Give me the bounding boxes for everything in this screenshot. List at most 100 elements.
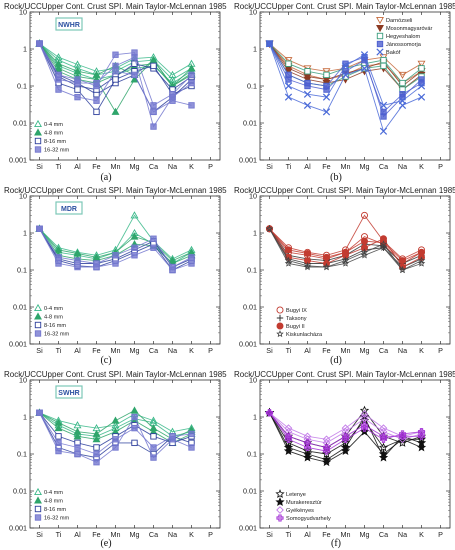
x-tick-label: Fe bbox=[92, 346, 100, 355]
series-d-5 bbox=[266, 225, 425, 271]
x-tick-label: Mg bbox=[360, 530, 370, 539]
data-point bbox=[112, 252, 119, 259]
legend-marker bbox=[376, 32, 384, 40]
y-tick-label: 0.1 bbox=[247, 266, 257, 275]
data-point bbox=[378, 449, 389, 458]
data-point bbox=[150, 444, 157, 451]
data-point bbox=[340, 446, 351, 456]
data-point bbox=[341, 256, 350, 264]
legend-marker bbox=[376, 40, 384, 48]
x-tick-label: Ti bbox=[56, 162, 62, 171]
legend-label: Letenye bbox=[286, 492, 306, 498]
data-point bbox=[380, 62, 387, 70]
x-tick-label: Mn bbox=[341, 530, 351, 539]
x-tick-label: Na bbox=[168, 530, 177, 539]
data-point bbox=[379, 243, 388, 251]
data-point bbox=[188, 444, 195, 451]
y-tick-label: 0.001 bbox=[9, 340, 27, 349]
region-box bbox=[55, 17, 83, 31]
site-legend: Bugyi IX Taksony Bugyi II Kiskunlacháza bbox=[276, 306, 323, 338]
x-tick-label: Mg bbox=[360, 346, 370, 355]
data-point bbox=[341, 259, 350, 267]
data-point bbox=[380, 56, 387, 64]
data-point bbox=[379, 435, 388, 443]
data-point bbox=[360, 64, 369, 72]
data-point bbox=[284, 435, 293, 443]
data-point bbox=[304, 79, 311, 87]
plot-d: 0.001 0.01 0.1 1 10 Si Ti Al Fe Mn Mg Ca Na K P Bugyi I… bbox=[239, 192, 451, 355]
data-point bbox=[131, 413, 138, 421]
data-point bbox=[418, 65, 425, 72]
x-tick-label: Fe bbox=[322, 530, 330, 539]
data-point bbox=[169, 263, 176, 271]
series-line bbox=[269, 412, 422, 444]
legend-label: 8-16 mm bbox=[44, 139, 66, 145]
data-point bbox=[93, 444, 100, 451]
series-a-11 bbox=[36, 40, 195, 109]
legend-marker bbox=[34, 514, 42, 521]
data-point bbox=[418, 76, 425, 83]
data-point bbox=[150, 108, 157, 116]
x-tick-label: Mn bbox=[341, 162, 351, 171]
data-point bbox=[73, 60, 82, 68]
legend-marker bbox=[275, 497, 285, 506]
panel-e: Rock/UCCUpper Cont. Crust SPI. Main Tayl… bbox=[4, 370, 227, 549]
x-tick-label: Na bbox=[168, 346, 177, 355]
data-point bbox=[73, 432, 82, 440]
x-tick-label: Ca bbox=[379, 346, 388, 355]
panel-e-label: (e) bbox=[100, 538, 111, 549]
x-tick-label: Ca bbox=[379, 530, 388, 539]
data-point bbox=[188, 102, 195, 109]
data-point bbox=[322, 447, 331, 455]
series-e-7 bbox=[36, 409, 195, 458]
data-point bbox=[303, 76, 312, 84]
data-point bbox=[55, 439, 62, 447]
x-tick-label: Si bbox=[36, 162, 43, 171]
data-point bbox=[112, 260, 119, 267]
x-tick-label: Fe bbox=[322, 346, 330, 355]
legend-marker bbox=[34, 137, 42, 145]
data-point bbox=[130, 211, 139, 219]
y-tick-label: 0.1 bbox=[247, 450, 257, 459]
y-tick-label: 1 bbox=[253, 413, 257, 422]
data-point bbox=[360, 251, 369, 259]
panel-f: Rock/UCCUpper Cont. Crust SPI. Main Tayl… bbox=[234, 370, 455, 549]
data-point bbox=[112, 51, 119, 58]
data-point bbox=[417, 93, 426, 101]
legend-label: Taksony bbox=[286, 316, 307, 322]
x-tick-label: Si bbox=[266, 346, 273, 355]
data-point bbox=[265, 224, 274, 232]
data-point bbox=[283, 446, 294, 456]
data-point bbox=[74, 86, 81, 93]
x-tick-label: Na bbox=[398, 162, 407, 171]
data-point bbox=[361, 237, 368, 245]
legend-label: 4-8 mm bbox=[44, 131, 63, 137]
legend-label: Bugyi IX bbox=[286, 308, 307, 314]
data-point bbox=[417, 259, 426, 267]
x-tick-label: Ca bbox=[149, 346, 158, 355]
data-point bbox=[112, 436, 119, 443]
size-legend: 0-4 mm 4-8 mm 8-16 mm 16-32 mm bbox=[34, 303, 70, 338]
y-tick-label: 0.01 bbox=[13, 303, 27, 312]
data-point bbox=[55, 71, 62, 79]
x-tick-label: Na bbox=[398, 530, 407, 539]
y-tick-label: 0.001 bbox=[9, 524, 27, 533]
data-point bbox=[93, 108, 100, 116]
y-tick-label: 10 bbox=[249, 192, 257, 201]
legend-marker bbox=[276, 314, 284, 322]
x-tick-label: Si bbox=[266, 162, 273, 171]
legend-marker bbox=[376, 48, 384, 56]
x-tick-label: Na bbox=[398, 346, 407, 355]
legend-label: Mosonmagyaróvár bbox=[386, 26, 432, 32]
legend-marker bbox=[34, 330, 42, 337]
data-point bbox=[417, 60, 426, 68]
data-point bbox=[93, 459, 100, 466]
x-tick-label: P bbox=[208, 162, 213, 171]
data-point bbox=[398, 71, 407, 79]
data-point bbox=[74, 93, 81, 101]
x-tick-label: Fe bbox=[322, 162, 330, 171]
site-legend: Darnózseli Mosonmagyaróvár Hegyeshalom Jáno… bbox=[376, 16, 432, 56]
legend-marker bbox=[276, 514, 284, 522]
data-point bbox=[36, 40, 43, 47]
x-tick-label: Ti bbox=[286, 530, 292, 539]
